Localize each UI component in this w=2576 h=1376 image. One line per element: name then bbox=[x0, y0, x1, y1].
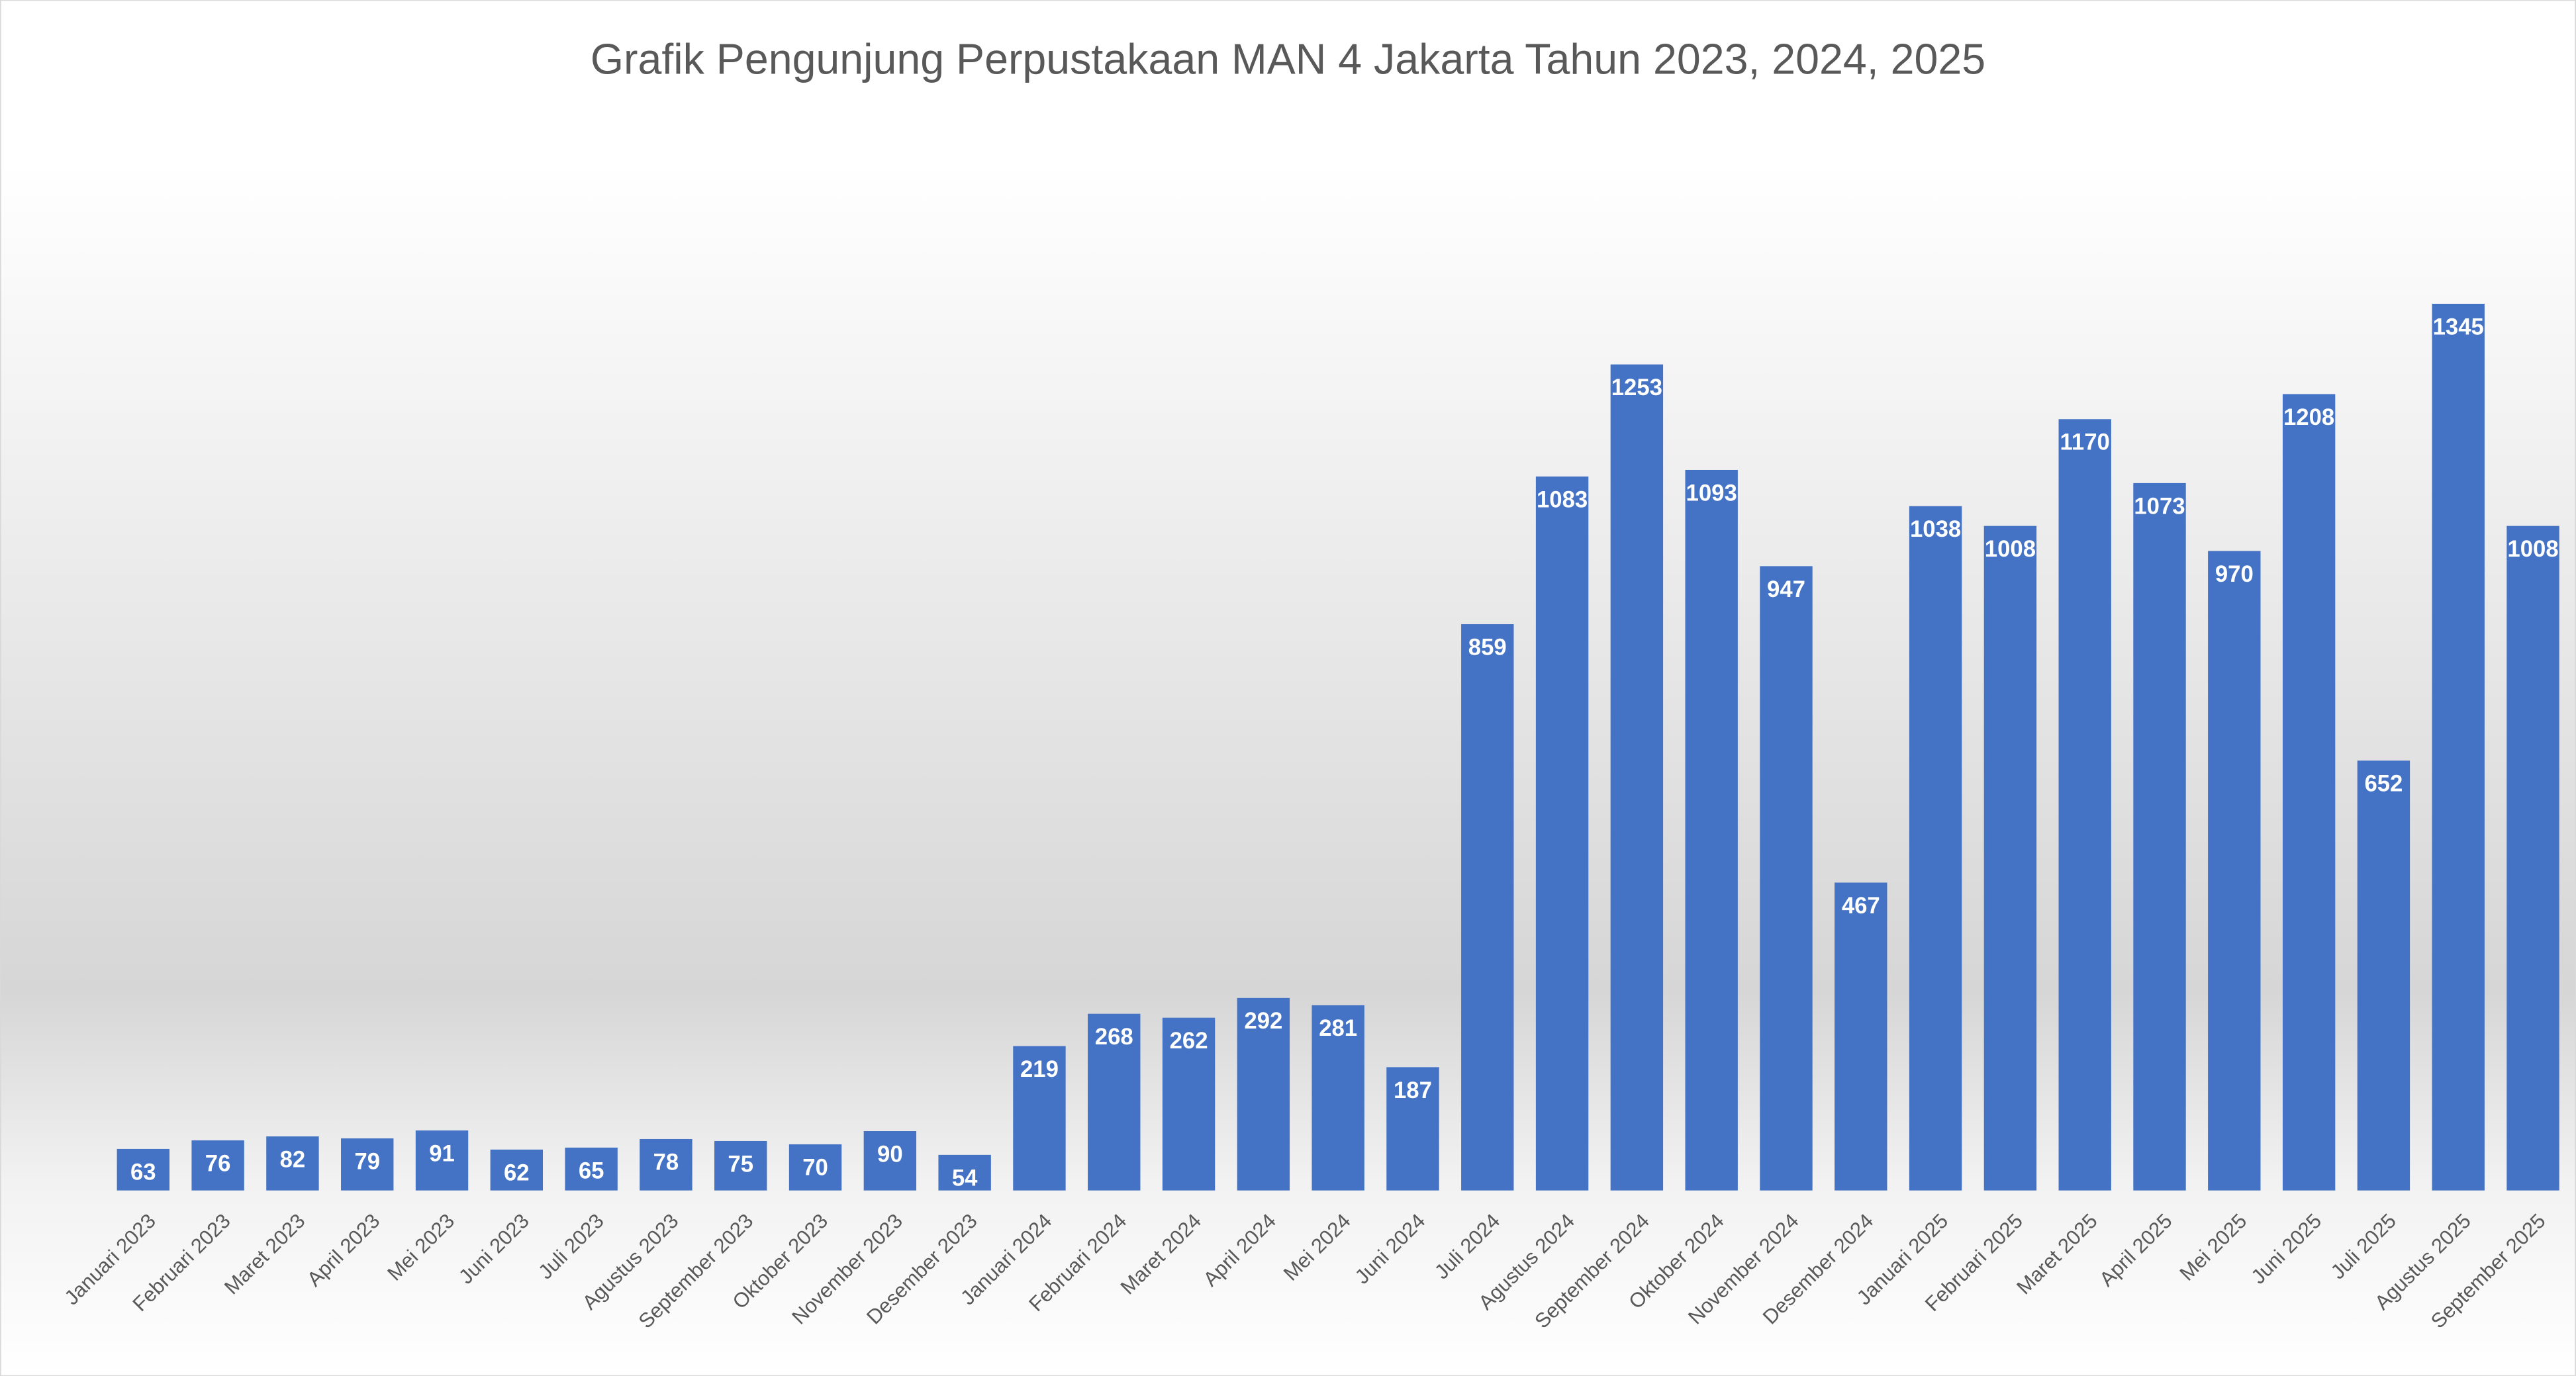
data-label: 75 bbox=[728, 1152, 753, 1177]
data-label: 90 bbox=[877, 1142, 903, 1167]
chart-title: Grafik Pengunjung Perpustakaan MAN 4 Jak… bbox=[591, 35, 1985, 83]
bar bbox=[1013, 1046, 1066, 1191]
data-label: 79 bbox=[354, 1149, 380, 1174]
bar bbox=[2133, 482, 2186, 1191]
data-label: 1170 bbox=[2060, 430, 2110, 455]
data-label: 652 bbox=[2364, 772, 2403, 797]
bar bbox=[1760, 566, 1813, 1191]
bar bbox=[2432, 303, 2485, 1191]
bar bbox=[1685, 469, 1738, 1191]
bar bbox=[2357, 760, 2410, 1191]
bar bbox=[2208, 551, 2261, 1191]
bar bbox=[2506, 526, 2559, 1191]
data-label: 63 bbox=[130, 1160, 156, 1185]
data-label: 1083 bbox=[1537, 487, 1588, 512]
bar bbox=[565, 1147, 618, 1191]
bar bbox=[2282, 394, 2336, 1191]
bar bbox=[1983, 526, 2037, 1191]
bar bbox=[191, 1140, 244, 1191]
bar bbox=[640, 1138, 692, 1191]
data-label: 62 bbox=[504, 1160, 530, 1185]
data-label: 1093 bbox=[1686, 481, 1737, 506]
data-label: 82 bbox=[280, 1147, 306, 1172]
data-label: 187 bbox=[1394, 1078, 1432, 1103]
bar bbox=[938, 1154, 991, 1191]
data-label: 970 bbox=[2215, 562, 2254, 587]
bar bbox=[1909, 506, 1962, 1191]
bar bbox=[1162, 1017, 1216, 1191]
bar bbox=[1312, 1005, 1364, 1191]
data-label: 292 bbox=[1244, 1009, 1282, 1034]
bar bbox=[714, 1140, 767, 1191]
data-label: 1253 bbox=[1611, 375, 1662, 400]
data-label: 1008 bbox=[1985, 537, 2036, 562]
data-label: 281 bbox=[1319, 1016, 1357, 1041]
data-label: 78 bbox=[653, 1150, 679, 1175]
data-label: 859 bbox=[1468, 635, 1507, 660]
bar bbox=[1386, 1067, 1439, 1191]
data-label: 65 bbox=[579, 1158, 604, 1183]
bar bbox=[1461, 624, 1514, 1191]
bar bbox=[863, 1131, 917, 1191]
data-label: 1073 bbox=[2134, 494, 2185, 519]
data-label: 70 bbox=[802, 1155, 828, 1180]
data-label: 1345 bbox=[2433, 314, 2484, 340]
bar bbox=[117, 1148, 170, 1191]
bar bbox=[266, 1136, 319, 1191]
bar bbox=[490, 1149, 544, 1191]
bar bbox=[1535, 476, 1589, 1191]
bar bbox=[1610, 364, 1664, 1191]
data-label: 1208 bbox=[2283, 405, 2334, 430]
bar bbox=[1088, 1013, 1141, 1191]
data-label: 262 bbox=[1170, 1029, 1208, 1054]
bar bbox=[788, 1144, 842, 1191]
data-label: 947 bbox=[1767, 577, 1805, 602]
data-label: 268 bbox=[1095, 1025, 1133, 1050]
bar bbox=[415, 1130, 469, 1191]
bar bbox=[1237, 997, 1290, 1191]
data-label: 76 bbox=[205, 1151, 231, 1176]
data-label: 219 bbox=[1020, 1057, 1059, 1082]
data-label: 1038 bbox=[1910, 517, 1961, 542]
bar bbox=[1835, 882, 1887, 1191]
bar bbox=[2058, 419, 2111, 1191]
data-label: 54 bbox=[952, 1166, 978, 1191]
data-label: 1008 bbox=[2507, 537, 2558, 562]
data-label: 91 bbox=[429, 1141, 455, 1166]
bar bbox=[341, 1138, 394, 1191]
data-label: 467 bbox=[1842, 894, 1880, 919]
